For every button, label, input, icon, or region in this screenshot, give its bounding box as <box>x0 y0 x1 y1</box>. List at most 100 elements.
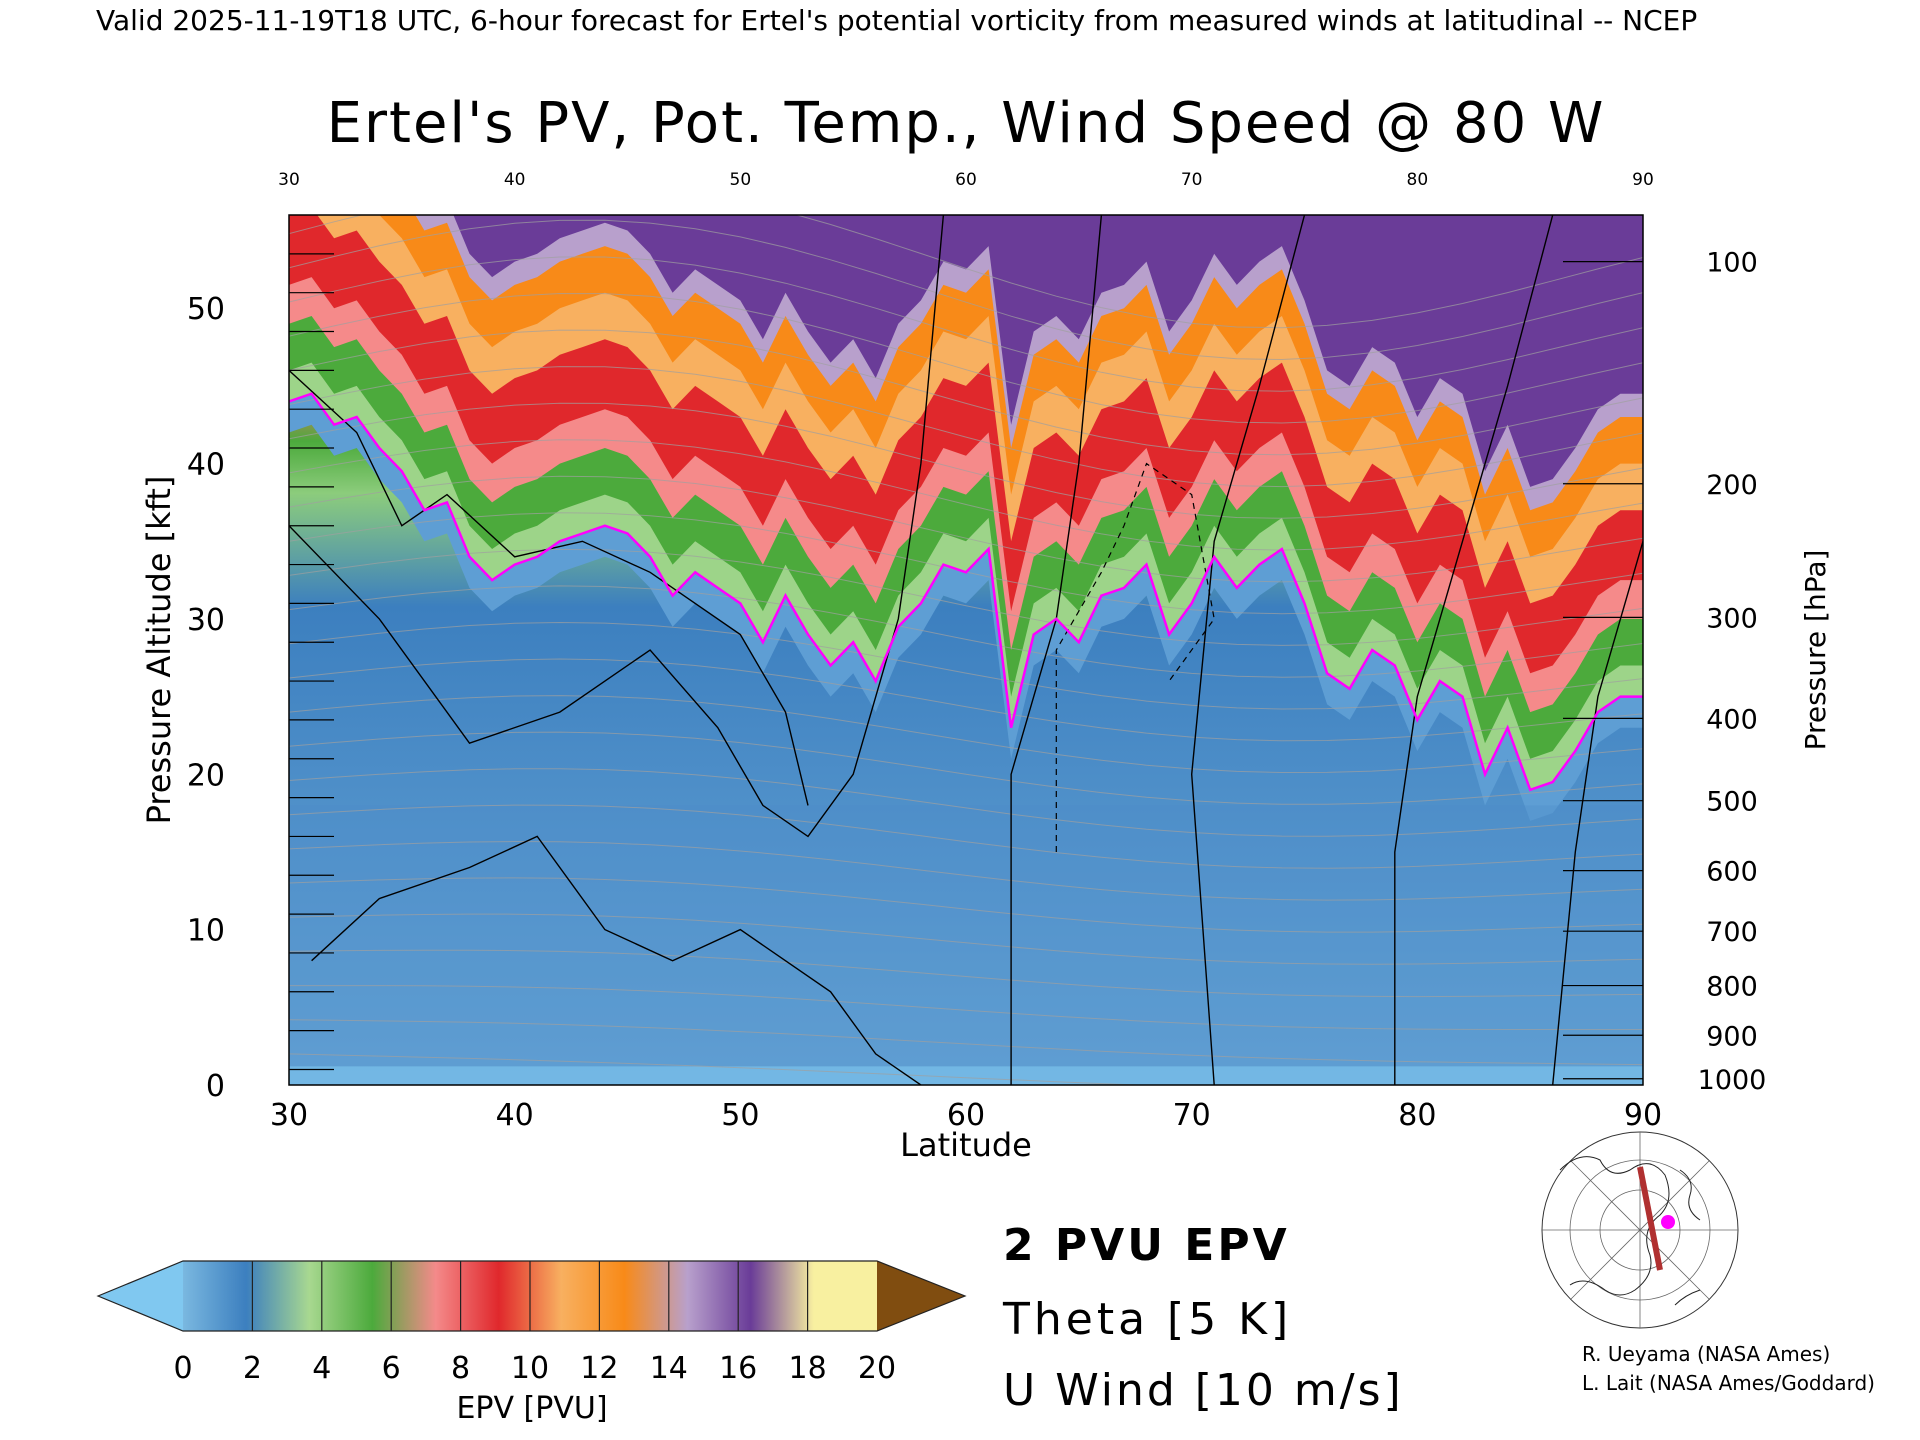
colorbar-tick: 8 <box>451 1351 470 1386</box>
pressure-tick-label: 500 <box>1706 787 1758 818</box>
valid-line: Valid 2025-11-19T18 UTC, 6-hour forecast… <box>96 4 1697 37</box>
pressure-tick-label: 600 <box>1706 857 1758 888</box>
chart-title: Ertel's PV, Pot. Temp., Wind Speed @ 80 … <box>327 91 1606 156</box>
theta-contour <box>289 366 1643 488</box>
u-wind-contour <box>1552 541 1643 1085</box>
x-top-tick-label: 50 <box>730 170 752 190</box>
theta-contour <box>289 215 1643 329</box>
u-wind-contour <box>1394 215 1554 1085</box>
pv-bands <box>289 215 1643 1085</box>
theta-contour <box>289 695 1643 774</box>
map-graticule <box>1542 1132 1738 1328</box>
theta-contour <box>289 658 1643 742</box>
colorbar-tick-labels: 0 2 4 6 8 10 12 14 16 18 20 <box>173 1351 896 1386</box>
theta-contour <box>289 475 1643 583</box>
x-top-tick-label: 40 <box>504 170 526 190</box>
pressure-tick-label: 800 <box>1706 972 1758 1003</box>
two-pvu-contour <box>289 392 1643 792</box>
colorbar-tick: 2 <box>243 1351 262 1386</box>
theta-contour <box>289 913 1643 965</box>
pressure-ticks: 100 200 300 400 500 600 700 800 900 1000 <box>1563 248 1766 1096</box>
credit-line-2: L. Lait (NASA Ames/Goddard) <box>1582 1371 1875 1395</box>
latitude-top-ticks: 30 40 50 60 70 80 90 <box>278 170 1654 190</box>
theta-contour <box>289 402 1643 519</box>
y-tick-label: 10 <box>187 914 225 949</box>
legend-theta: Theta [5 K] <box>1002 1294 1292 1345</box>
pressure-tick-label: 1000 <box>1698 1065 1767 1096</box>
u-wind-contour <box>1190 215 1306 1085</box>
u-wind-contour <box>311 835 922 1085</box>
x-tick-label: 50 <box>721 1098 759 1133</box>
x-top-tick-label: 70 <box>1181 170 1203 190</box>
colorbar-tick: 18 <box>789 1351 827 1386</box>
theta-contour <box>289 768 1643 837</box>
y-tick-label: 20 <box>187 758 225 793</box>
x-top-tick-label: 60 <box>955 170 977 190</box>
colorbar-tick: 12 <box>580 1351 618 1386</box>
theta-contour <box>289 840 1643 901</box>
theta-contour <box>289 877 1643 933</box>
pv-field <box>289 215 1643 1085</box>
pressure-tick-label: 700 <box>1706 917 1758 948</box>
colorbar-tick: 14 <box>650 1351 688 1386</box>
x-tick-label: 90 <box>1624 1098 1662 1133</box>
theta-contour <box>289 731 1643 805</box>
map-marker <box>1661 1215 1675 1229</box>
y-axis-label-right: Pressure [hPa] <box>1799 550 1832 751</box>
pv-band-8 <box>289 215 1643 487</box>
y-tick-label: 40 <box>187 448 225 483</box>
theta-contour <box>289 1053 1150 1085</box>
map-coastline <box>1559 1156 1701 1306</box>
u-wind-contour <box>289 369 809 806</box>
theta-contour <box>289 439 1643 551</box>
colorbar-tick: 6 <box>382 1351 401 1386</box>
y-axis-label-left: Pressure Altitude [kft] <box>140 476 178 825</box>
pressure-tick-label: 100 <box>1706 248 1758 279</box>
theta-contour <box>289 985 1643 1030</box>
colorbar-tick: 4 <box>312 1351 331 1386</box>
colorbar-dividers <box>251 1261 809 1331</box>
colorbar-tick: 0 <box>173 1351 192 1386</box>
theta-contour <box>289 219 1643 361</box>
colorbar-tick: 16 <box>719 1351 757 1386</box>
latitude-bottom-ticks: 30 40 50 60 70 80 90 <box>270 1098 1662 1133</box>
altitude-ticks: 0 10 20 30 40 50 <box>187 253 334 1104</box>
colorbar-tick: 20 <box>858 1351 896 1386</box>
theta-contour <box>289 804 1643 869</box>
y-tick-label: 0 <box>206 1069 225 1104</box>
legend: 2 PVU EPV Theta [5 K] U Wind [10 m/s] <box>1002 1220 1404 1416</box>
colorbar-tick: 10 <box>511 1351 549 1386</box>
u-wind-negative-contour <box>1055 462 1215 852</box>
x-tick-label: 60 <box>947 1098 985 1133</box>
pressure-tick-label: 900 <box>1706 1021 1758 1052</box>
map-track <box>1637 1166 1663 1271</box>
theta-contour <box>289 949 1643 998</box>
pressure-tick-label: 200 <box>1706 470 1758 501</box>
x-tick-label: 80 <box>1398 1098 1436 1133</box>
colorbar-label: EPV [PVU] <box>456 1391 607 1426</box>
credit-line-1: R. Ueyama (NASA Ames) <box>1582 1342 1830 1366</box>
x-top-tick-label: 90 <box>1632 170 1654 190</box>
theta-contour <box>289 585 1643 678</box>
theta-contour <box>289 329 1643 456</box>
u-wind-contours <box>289 215 1643 1085</box>
x-tick-label: 70 <box>1173 1098 1211 1133</box>
theta-contour <box>289 1019 1643 1066</box>
colorbar-over-arrow <box>877 1261 965 1331</box>
y-tick-label: 30 <box>187 603 225 638</box>
pv-surface-shade <box>289 1066 1643 1085</box>
colorbar: 0 2 4 6 8 10 12 14 16 18 20 EPV [PVU] <box>96 1260 967 1426</box>
x-top-tick-label: 80 <box>1407 170 1429 190</box>
colorbar-outline <box>96 1260 967 1332</box>
pv-lower-shade <box>289 805 1643 1085</box>
plot-frame <box>288 214 1644 1086</box>
legend-uwind: U Wind [10 m/s] <box>1003 1365 1404 1416</box>
map-inset <box>1541 1131 1739 1329</box>
theta-contours <box>289 215 1643 1085</box>
theta-contour <box>289 548 1643 646</box>
x-tick-label: 30 <box>270 1098 308 1133</box>
theta-contour <box>289 292 1643 424</box>
y-tick-label: 50 <box>187 292 225 327</box>
